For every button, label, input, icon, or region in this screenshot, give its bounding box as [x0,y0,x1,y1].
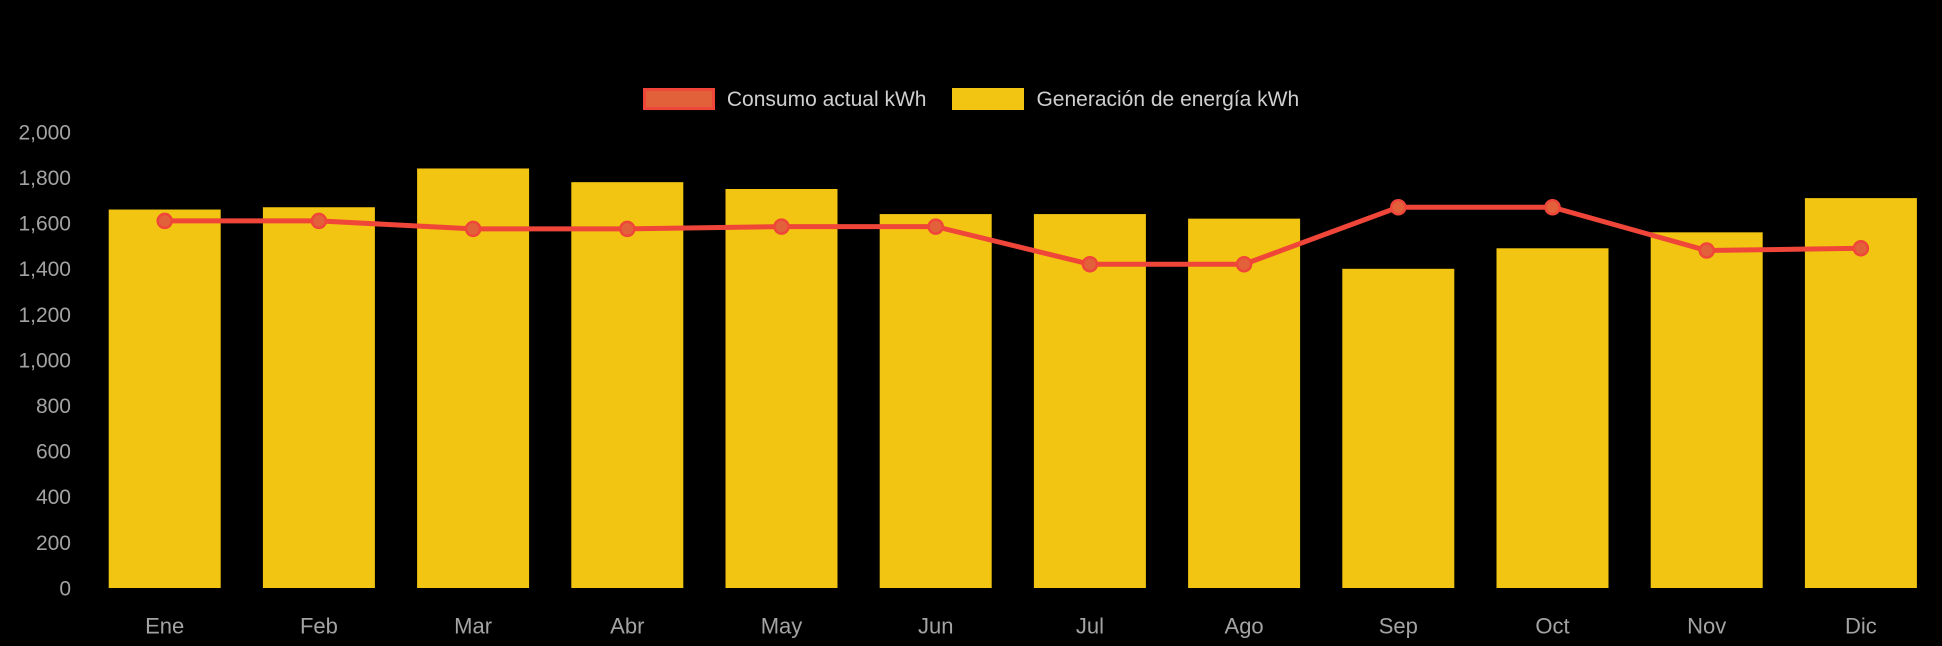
consumption-point-abr[interactable] [619,220,636,238]
bar-oct[interactable] [1496,248,1609,588]
bar-ene[interactable] [108,209,221,588]
y-axis-tick-label: 600 [36,441,71,464]
x-axis-label-dic: Dic [1845,614,1877,639]
legend-swatch-generacion-energia [952,88,1025,110]
legend-label-generacion-energia: Generación de energía kWh [1036,87,1300,111]
bar-dic[interactable] [1804,198,1917,588]
bar-mar[interactable] [417,168,530,589]
legend-item-generacion-energia[interactable]: Generación de energía kWh [952,88,1299,110]
y-axis-tick-label: 800 [36,395,71,418]
bar-jul[interactable] [1033,214,1146,588]
consumption-point-mar[interactable] [464,220,482,238]
consumption-line [162,204,1864,267]
bar-feb[interactable] [262,207,375,589]
x-axis-label-ago: Ago [1225,614,1264,639]
y-axis-tick-label: 200 [36,532,71,555]
x-axis-label-sep: Sep [1379,614,1418,639]
x-axis-label-abr: Abr [610,614,644,639]
consumption-point-dic[interactable] [1852,240,1870,257]
y-axis-tick-label: 1,400 [18,258,71,281]
consumption-point-jun[interactable] [927,218,944,235]
consumption-point-jul[interactable] [1081,255,1099,273]
consumption-point-nov[interactable] [1698,242,1715,259]
legend-item-consumo-actual[interactable]: Consumo actual kWh [642,87,927,111]
bar-jun[interactable] [879,214,992,588]
bar-sep[interactable] [1342,268,1455,588]
x-axis-label-jul: Jul [1076,614,1104,639]
x-axis-label-nov: Nov [1687,614,1726,639]
x-axis-label-feb: Feb [300,614,338,639]
y-axis-tick-label: 0 [59,577,71,600]
consumption-point-ene[interactable] [156,212,173,230]
x-axis-label-may: May [761,614,803,639]
x-axis-label-mar: Mar [454,614,492,639]
consumption-point-sep[interactable] [1390,198,1407,216]
consumption-point-ago[interactable] [1235,255,1253,273]
y-axis-tick-label: 1,200 [18,304,71,327]
legend-swatch-consumo-actual [642,88,715,110]
legend-label-consumo-actual: Consumo actual kWh [726,87,927,111]
x-axis-label-jun: Jun [918,614,953,639]
bar-nov[interactable] [1650,232,1763,588]
consumption-point-oct[interactable] [1544,198,1561,216]
consumption-point-feb[interactable] [310,212,328,230]
chart-legend: Consumo actual kWh Generación de energía … [0,88,1942,110]
x-axis-label-oct: Oct [1535,614,1569,639]
y-axis-tick-label: 400 [36,486,71,509]
consumption-point-may[interactable] [773,218,790,235]
y-axis-tick-label: 2,000 [18,121,71,144]
y-axis-tick-label: 1,800 [18,167,71,190]
y-axis-tick-label: 1,600 [18,213,71,236]
x-axis-label-ene: Ene [145,614,184,639]
bar-ago[interactable] [1188,218,1301,588]
bar-may[interactable] [725,189,838,588]
y-axis-tick-label: 1,000 [18,349,71,372]
bar-abr[interactable] [571,182,684,588]
